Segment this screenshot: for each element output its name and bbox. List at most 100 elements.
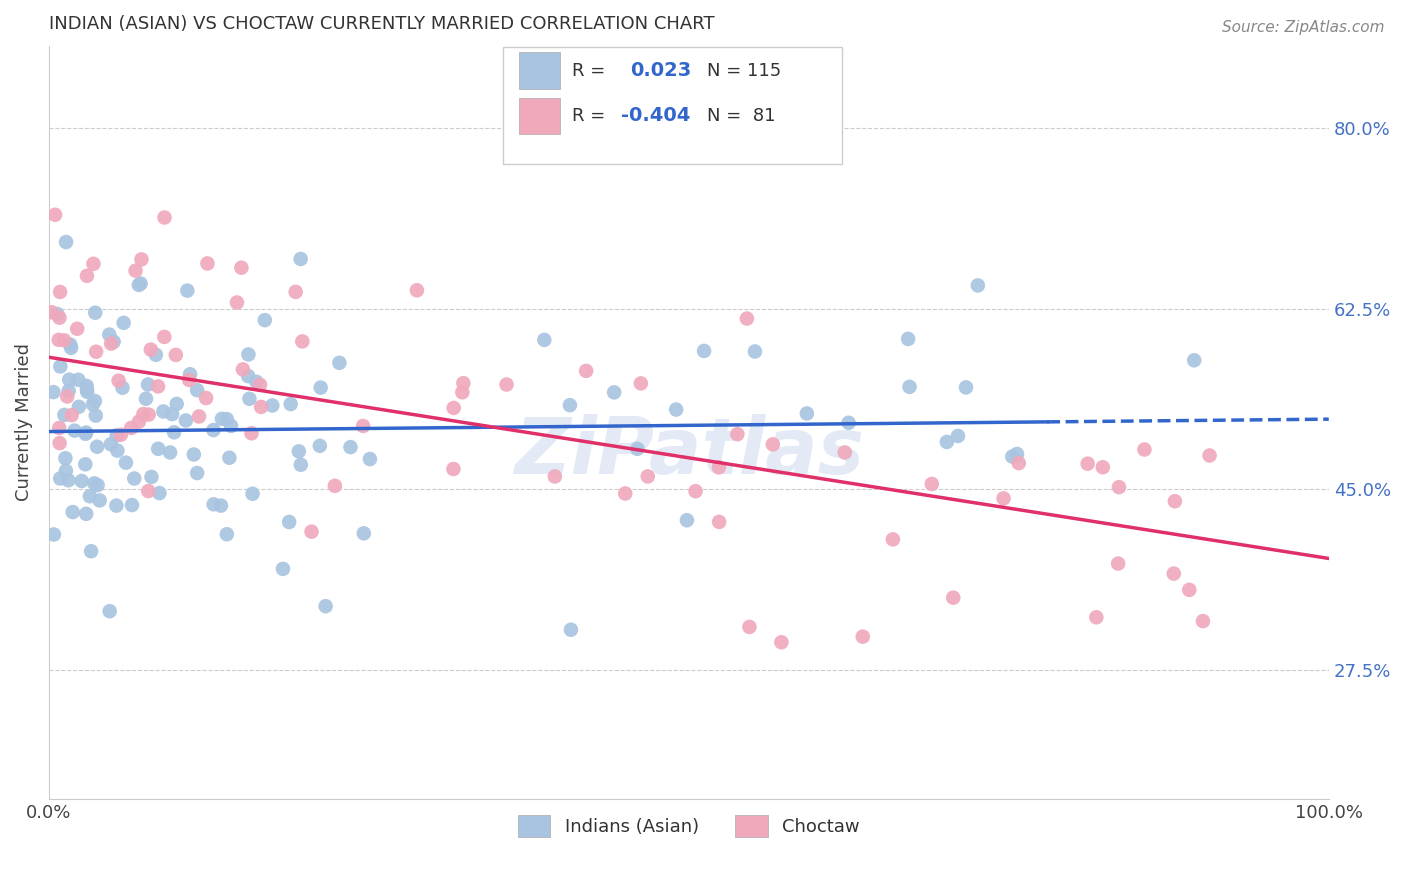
Text: N =  81: N = 81: [707, 107, 775, 125]
Point: [58, 373, 80, 387]
Point: [250, 400, 273, 414]
Point: [1163, 566, 1185, 581]
Point: [55, 464, 77, 478]
Point: [443, 401, 465, 415]
Point: [86, 440, 108, 454]
Point: [84, 306, 107, 320]
Point: [1198, 449, 1220, 463]
Point: [186, 383, 208, 397]
Point: [136, 377, 159, 392]
Point: [921, 477, 943, 491]
Point: [148, 486, 170, 500]
Point: [290, 458, 312, 472]
Point: [139, 343, 162, 357]
Point: [219, 418, 242, 433]
FancyBboxPatch shape: [519, 53, 560, 88]
Point: [1077, 457, 1099, 471]
FancyBboxPatch shape: [503, 47, 842, 164]
Point: [966, 278, 988, 293]
Point: [84, 394, 107, 409]
Point: [897, 332, 920, 346]
Point: [111, 381, 134, 395]
Point: [882, 533, 904, 547]
Point: [1091, 460, 1114, 475]
Point: [63, 424, 86, 438]
Point: [100, 336, 122, 351]
Point: [82, 397, 104, 411]
Point: [215, 412, 238, 426]
Point: [42, 385, 65, 400]
Point: [1164, 494, 1187, 508]
Text: 0.023: 0.023: [630, 61, 692, 80]
Point: [236, 369, 259, 384]
Point: [898, 380, 921, 394]
Point: [122, 471, 145, 485]
Text: INDIAN (ASIAN) VS CHOCTAW CURRENTLY MARRIED CORRELATION CHART: INDIAN (ASIAN) VS CHOCTAW CURRENTLY MARR…: [49, 15, 714, 33]
Point: [352, 419, 374, 434]
Point: [48, 310, 70, 325]
Point: [103, 334, 125, 349]
Point: [70, 474, 93, 488]
Point: [160, 407, 183, 421]
Point: [195, 391, 218, 405]
Point: [211, 412, 233, 426]
Point: [240, 426, 263, 441]
Point: [121, 498, 143, 512]
Point: [238, 347, 260, 361]
Point: [852, 630, 875, 644]
Point: [183, 448, 205, 462]
Point: [603, 385, 626, 400]
Point: [98, 604, 121, 618]
Point: [443, 462, 465, 476]
Point: [60, 341, 83, 355]
Point: [174, 413, 197, 427]
Point: [942, 591, 965, 605]
Point: [128, 415, 150, 429]
Point: [148, 442, 170, 456]
Point: [451, 385, 474, 400]
Point: [86, 478, 108, 492]
Point: [946, 429, 969, 443]
Text: ZiPatlas: ZiPatlas: [513, 415, 863, 491]
Point: [188, 409, 211, 424]
Point: [197, 256, 219, 270]
Point: [48, 421, 70, 435]
Point: [55, 235, 77, 249]
Point: [41, 305, 63, 319]
Point: [179, 368, 201, 382]
Point: [202, 497, 225, 511]
Point: [796, 407, 818, 421]
Point: [284, 285, 307, 299]
Point: [232, 362, 254, 376]
Point: [558, 398, 581, 412]
Point: [993, 491, 1015, 506]
Text: Source: ZipAtlas.com: Source: ZipAtlas.com: [1222, 20, 1385, 35]
Point: [226, 295, 249, 310]
Point: [630, 376, 652, 391]
Point: [1192, 614, 1215, 628]
Point: [218, 450, 240, 465]
Text: R =: R =: [572, 107, 612, 125]
Point: [544, 469, 567, 483]
Point: [1133, 442, 1156, 457]
Point: [353, 526, 375, 541]
Point: [1008, 456, 1031, 470]
Point: [145, 348, 167, 362]
Point: [614, 486, 637, 500]
Point: [53, 334, 76, 348]
Point: [46, 307, 69, 321]
Point: [89, 493, 111, 508]
Point: [1182, 353, 1205, 368]
Point: [262, 399, 284, 413]
Point: [707, 460, 730, 475]
Point: [107, 374, 129, 388]
Point: [693, 343, 716, 358]
Point: [98, 327, 121, 342]
Point: [76, 268, 98, 283]
Point: [112, 316, 135, 330]
Point: [1107, 557, 1129, 571]
Point: [58, 473, 80, 487]
Point: [1005, 447, 1028, 461]
Point: [290, 252, 312, 266]
Point: [280, 397, 302, 411]
